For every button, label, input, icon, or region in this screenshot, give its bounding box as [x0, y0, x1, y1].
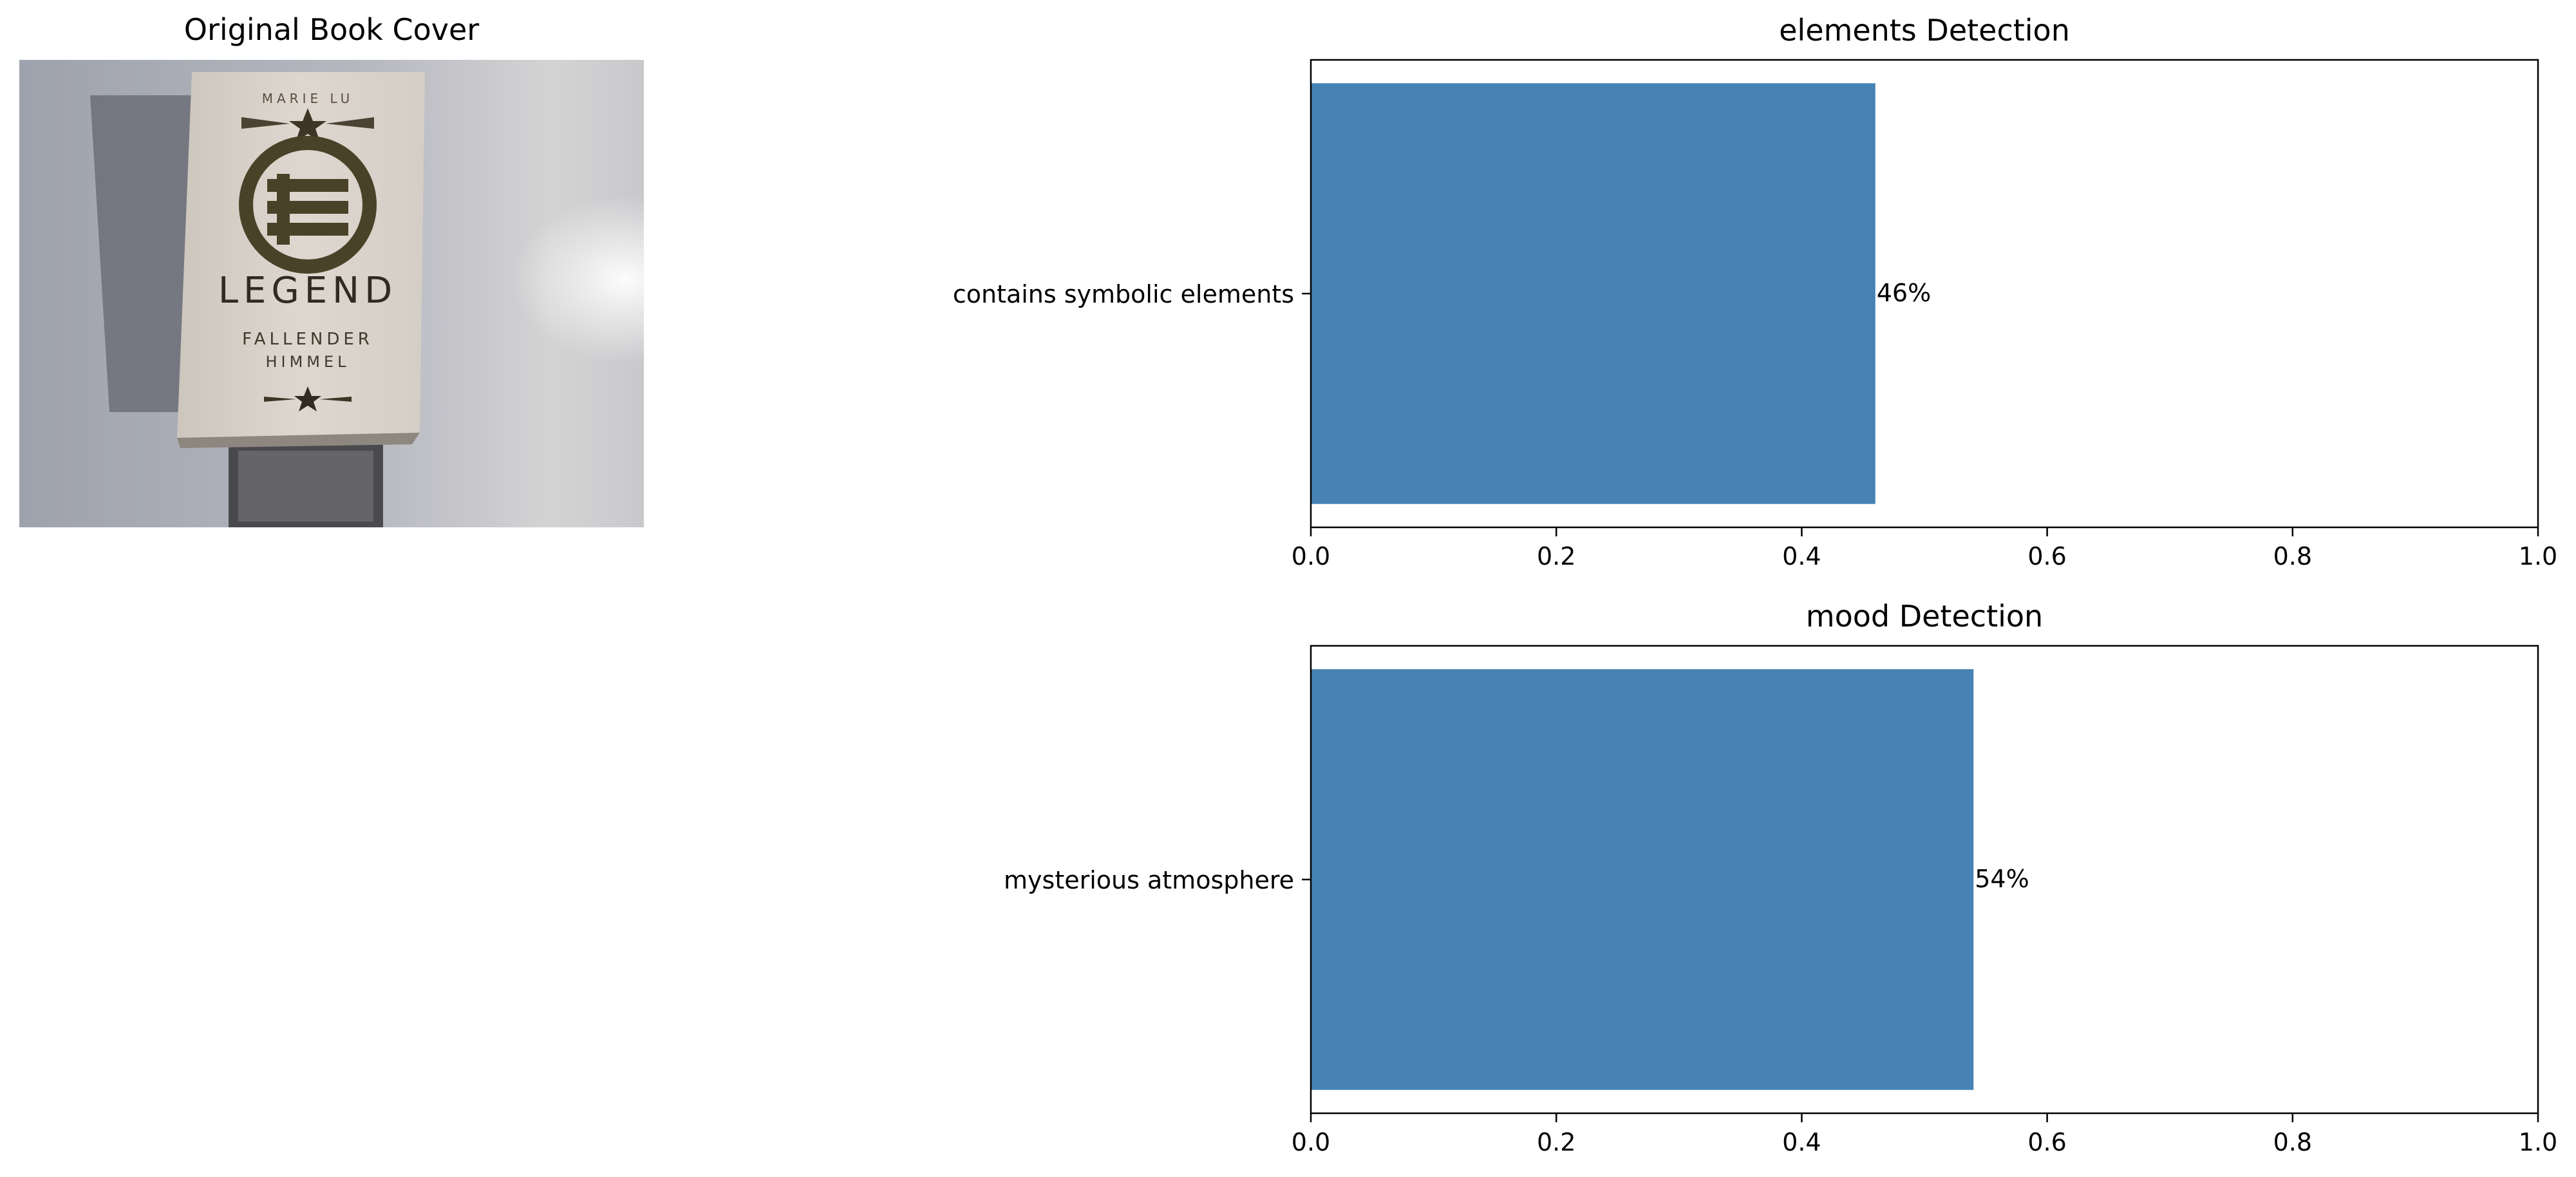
chart-title: elements Detection — [1779, 13, 2070, 48]
x-tick-label: 0.6 — [2027, 1128, 2066, 1156]
cover-title-text: LEGEND — [218, 270, 397, 312]
cover-subtitle-line2: HIMMEL — [265, 353, 350, 371]
x-tick-label: 1.0 — [2519, 542, 2557, 570]
cover-author-text: MARIE LU — [262, 91, 354, 106]
x-tick-label: 0.4 — [1782, 542, 1821, 570]
x-tick-label: 0.4 — [1782, 1128, 1821, 1156]
x-tick-label: 0.2 — [1537, 1128, 1575, 1156]
book-cover-photo: MARIE LU LEGEND FALLENDER HIMMEL — [19, 60, 644, 527]
x-tick-label: 0.0 — [1292, 1128, 1330, 1156]
chart-panel: elements Detection contains symbolic elem… — [953, 13, 2557, 570]
chart-panel: mood Detection mysterious atmosphere 54% 0.… — [1004, 599, 2557, 1156]
category-label: contains symbolic elements — [953, 280, 1294, 308]
x-tick-label: 0.8 — [2273, 542, 2312, 570]
axes-frame — [1310, 645, 2539, 1115]
chart-title: mood Detection — [1806, 599, 2043, 634]
cover-subtitle-line1: FALLENDER — [242, 330, 373, 349]
category-label: mysterious atmosphere — [1004, 866, 1294, 894]
bar — [1311, 669, 1974, 1090]
x-tick-label: 0.0 — [1292, 542, 1330, 570]
x-tick-label: 0.2 — [1537, 542, 1575, 570]
bar — [1311, 83, 1876, 504]
x-tick-label: 1.0 — [2519, 1128, 2557, 1156]
x-tick-label: 0.8 — [2273, 1128, 2312, 1156]
axes-frame — [1310, 59, 2539, 529]
data-label: 46% — [1877, 279, 1931, 307]
x-tick-label: 0.6 — [2027, 542, 2066, 570]
cover-panel-title: Original Book Cover — [184, 12, 480, 47]
data-label: 54% — [1975, 865, 2029, 893]
